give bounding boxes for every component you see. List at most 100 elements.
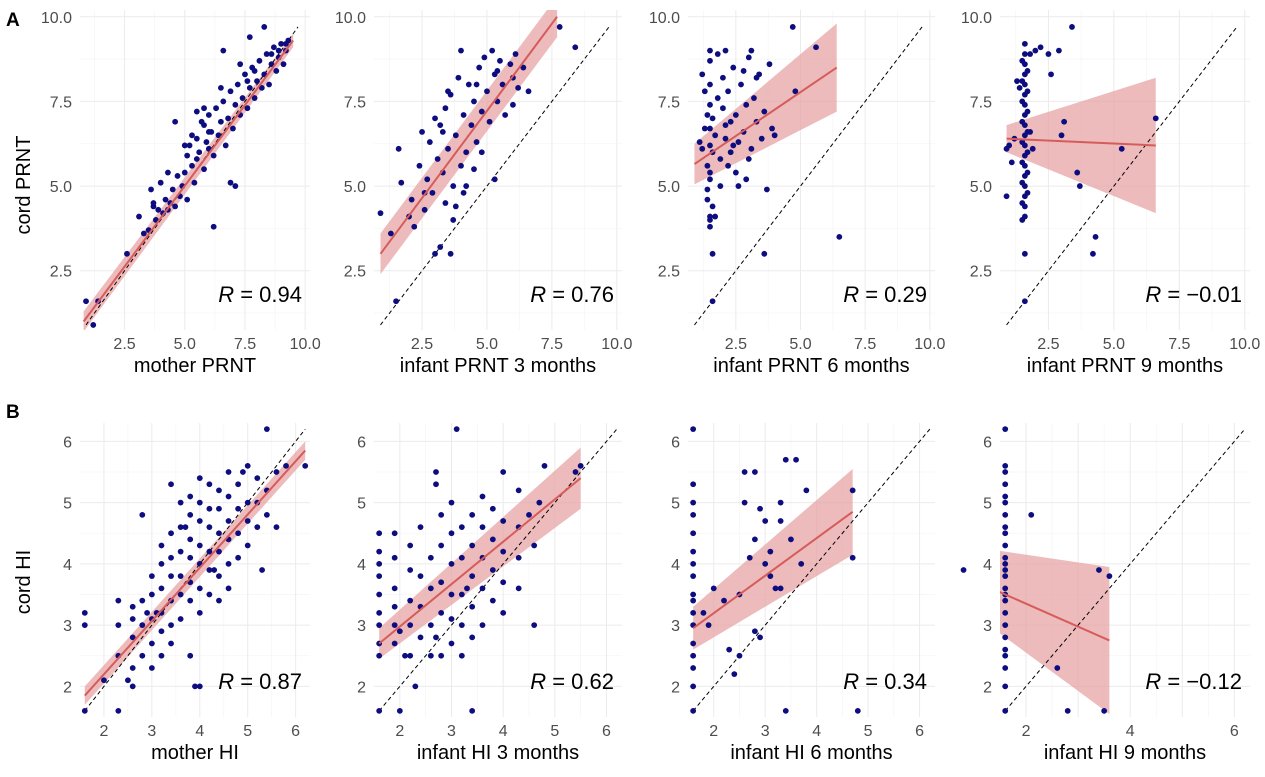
- data-point: [463, 149, 470, 156]
- data-point: [1024, 108, 1031, 115]
- data-point: [81, 622, 88, 629]
- data-point: [709, 203, 716, 210]
- y-tick-label: 7.5: [970, 94, 992, 111]
- data-point: [140, 230, 147, 237]
- data-point: [725, 162, 731, 169]
- data-point: [1024, 149, 1031, 156]
- data-point: [232, 183, 239, 189]
- confidence-band: [380, 10, 558, 275]
- data-point: [515, 554, 522, 561]
- data-point: [722, 135, 729, 142]
- data-point: [696, 139, 703, 145]
- data-point: [393, 298, 399, 305]
- data-point: [690, 426, 697, 433]
- data-point: [270, 44, 277, 51]
- panel-letter-b: B: [6, 402, 20, 423]
- data-point: [148, 640, 155, 647]
- data-point: [83, 298, 89, 305]
- data-point: [129, 603, 136, 610]
- data-point: [193, 108, 200, 115]
- data-point: [139, 511, 146, 518]
- data-point: [427, 652, 434, 659]
- data-point: [704, 196, 711, 203]
- data-point: [157, 179, 164, 186]
- x-tick-label: 4: [1126, 723, 1135, 740]
- data-point: [193, 156, 200, 162]
- data-point: [187, 554, 194, 561]
- data-point: [722, 47, 729, 54]
- scatter-panel-1: 2.5 5.0 7.5 10.0 2.5 5.0 7.5 10.0 mother PRNT R =…: [41, 10, 321, 377]
- correlation-label: R = 0.34: [843, 669, 927, 694]
- data-point: [772, 585, 779, 592]
- data-point: [690, 481, 697, 488]
- regression-line: [84, 449, 306, 697]
- data-point: [1021, 40, 1028, 47]
- data-point: [478, 108, 485, 115]
- data-point: [268, 51, 275, 57]
- data-point: [741, 469, 748, 475]
- data-point: [1074, 169, 1081, 176]
- y-tick-label: 5: [671, 496, 680, 513]
- data-point: [849, 554, 856, 561]
- data-point: [757, 505, 763, 512]
- data-point: [124, 250, 130, 257]
- data-point: [201, 166, 207, 173]
- data-point: [1027, 51, 1034, 57]
- data-point: [437, 122, 444, 129]
- regression-line: [378, 477, 582, 645]
- data-point: [158, 628, 165, 635]
- data-point: [376, 652, 383, 659]
- data-point: [489, 536, 496, 543]
- data-point: [458, 622, 465, 629]
- data-point: [448, 616, 455, 622]
- data-point: [445, 145, 451, 152]
- data-point: [489, 505, 496, 512]
- data-point: [438, 542, 445, 549]
- data-point: [280, 61, 287, 68]
- x-tick-label: 5: [864, 723, 873, 740]
- data-point: [427, 554, 434, 561]
- data-point: [556, 24, 563, 30]
- regression-line: [1000, 591, 1110, 642]
- data-point: [263, 426, 270, 433]
- panel-letter-a: A: [6, 10, 20, 31]
- data-point: [396, 707, 403, 714]
- data-point: [690, 530, 697, 537]
- data-point: [244, 499, 251, 506]
- x-tick-label: 5.0: [174, 336, 196, 353]
- data-point: [1003, 193, 1010, 200]
- data-point: [448, 530, 455, 537]
- data-point: [196, 683, 203, 690]
- y-tick-label: 7.5: [50, 94, 72, 111]
- data-point: [743, 176, 750, 183]
- x-tick-label: 6: [602, 723, 611, 740]
- scatter-panel-6: 2 3 4 5 6 2 3 4 5 6 infant HI 3 months R = 0.62: [357, 423, 622, 764]
- data-point: [478, 149, 485, 156]
- data-point: [177, 616, 184, 622]
- data-point: [479, 622, 486, 629]
- data-point: [458, 554, 465, 561]
- data-point: [1076, 183, 1083, 189]
- data-point: [186, 142, 193, 149]
- data-point: [426, 139, 433, 145]
- data-point: [438, 652, 445, 659]
- y-tick-label: 10.0: [961, 10, 992, 27]
- data-point: [196, 609, 203, 616]
- x-tick-label: 2: [1022, 723, 1031, 740]
- data-point: [203, 139, 210, 145]
- data-point: [854, 707, 861, 714]
- data-point: [239, 95, 246, 101]
- data-point: [463, 183, 470, 189]
- data-point: [690, 573, 697, 580]
- data-point: [187, 511, 194, 518]
- data-point: [232, 101, 239, 108]
- data-point: [707, 142, 713, 149]
- data-point: [690, 652, 697, 659]
- correlation-label: R = 0.87: [218, 669, 302, 694]
- data-point: [206, 567, 213, 573]
- y-tick-label: 10.0: [335, 10, 366, 27]
- data-point: [767, 548, 774, 555]
- data-point: [699, 145, 706, 152]
- data-point: [740, 68, 747, 74]
- x-tick-label: 7.5: [234, 336, 256, 353]
